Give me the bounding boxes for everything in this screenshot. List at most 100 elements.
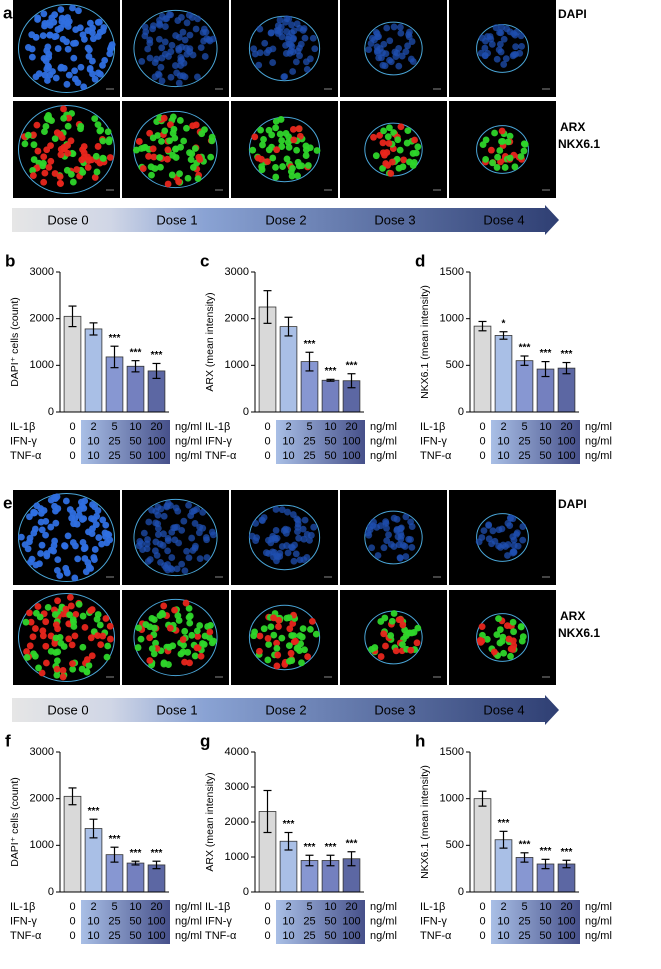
dose-unit: ng/ml: [175, 435, 202, 447]
nucleus: [71, 67, 79, 75]
nucleus: [24, 131, 32, 139]
dose-row-label: TNF-α: [420, 450, 452, 462]
nucleus: [507, 652, 514, 660]
nucleus: [493, 55, 501, 63]
nucleus: [79, 612, 87, 620]
nucleus: [397, 123, 405, 131]
nucleus: [106, 50, 114, 58]
nucleus: [100, 24, 108, 31]
nucleus: [272, 124, 280, 132]
nucleus: [181, 567, 189, 575]
nucleus: [138, 58, 146, 65]
nucleus: [296, 647, 303, 655]
nucleus: [414, 624, 422, 632]
dose-label: Dose 3: [374, 702, 415, 717]
dose-value: 100: [147, 930, 165, 942]
channel-label: NKX6.1: [558, 137, 600, 151]
y-tick-label: 3000: [30, 746, 54, 758]
dose-value: 50: [129, 450, 141, 462]
nucleus: [290, 557, 298, 565]
nucleus: [26, 538, 33, 546]
nucleus: [170, 524, 178, 532]
nucleus: [69, 150, 77, 158]
significance: ***: [540, 348, 552, 359]
nucleus: [152, 538, 160, 546]
nucleus: [278, 137, 286, 144]
nucleus: [150, 616, 158, 624]
nucleus: [303, 553, 311, 561]
nucleus: [148, 645, 156, 653]
nucleus: [168, 41, 176, 49]
nucleus: [191, 520, 199, 527]
nucleus: [152, 639, 159, 647]
nucleus: [510, 628, 517, 636]
dose-value: 10: [539, 421, 551, 433]
nucleus: [56, 572, 64, 580]
nucleus: [488, 40, 496, 48]
nucleus: [155, 71, 163, 79]
dose-row-label: IL-1β: [10, 901, 35, 913]
nucleus: [262, 549, 270, 557]
nucleus: [191, 145, 199, 152]
nucleus: [154, 531, 162, 538]
nucleus: [65, 635, 73, 643]
nucleus: [303, 531, 311, 538]
nucleus: [43, 114, 51, 122]
dose-row-label: TNF-α: [10, 450, 42, 462]
bar: [63, 795, 82, 893]
nucleus: [196, 622, 204, 629]
nucleus: [193, 644, 201, 652]
nucleus: [62, 497, 70, 505]
y-tick-label: 2000: [225, 313, 249, 325]
nucleus: [52, 74, 60, 82]
nucleus: [31, 525, 39, 533]
y-tick-label: 2000: [30, 313, 54, 325]
nucleus: [294, 47, 302, 55]
nucleus: [199, 524, 207, 532]
nucleus: [188, 631, 196, 639]
nucleus: [276, 28, 284, 36]
dose-row-label: IFN-γ: [420, 915, 447, 927]
nucleus: [481, 44, 489, 52]
y-tick-label: 3000: [30, 266, 54, 278]
nucleus: [42, 531, 49, 539]
nucleus: [504, 138, 512, 146]
nucleus: [192, 542, 199, 550]
dose-value: 10: [282, 915, 294, 927]
nucleus: [261, 39, 269, 47]
nucleus: [91, 556, 98, 563]
nucleus: [54, 556, 62, 564]
nucleus: [496, 40, 504, 48]
dose-unit: ng/ml: [175, 930, 202, 942]
nucleus: [85, 662, 93, 669]
dose-value: 0: [264, 421, 270, 433]
nucleus: [274, 553, 282, 561]
nucleus: [66, 593, 74, 601]
nucleus: [373, 30, 381, 38]
nucleus: [259, 141, 266, 149]
nucleus: [90, 35, 97, 43]
nucleus: [385, 531, 392, 539]
nucleus: [54, 26, 62, 33]
nucleus: [179, 636, 187, 643]
nucleus: [301, 516, 309, 524]
nucleus: [91, 174, 99, 181]
dose-value: 100: [147, 450, 165, 462]
nucleus: [390, 610, 398, 617]
nucleus: [506, 154, 514, 162]
nucleus: [290, 136, 298, 144]
nucleus: [158, 44, 166, 52]
nucleus: [511, 163, 519, 171]
dose-value: 20: [560, 901, 572, 913]
nucleus: [267, 29, 275, 37]
dose-value: 2: [500, 421, 506, 433]
nucleus: [270, 614, 277, 622]
nucleus: [161, 38, 169, 46]
nucleus: [104, 530, 111, 538]
nucleus: [289, 68, 297, 75]
nucleus: [501, 164, 509, 171]
nucleus: [207, 621, 214, 629]
nucleus: [29, 633, 37, 641]
nucleus: [43, 65, 51, 73]
nucleus: [83, 668, 91, 675]
